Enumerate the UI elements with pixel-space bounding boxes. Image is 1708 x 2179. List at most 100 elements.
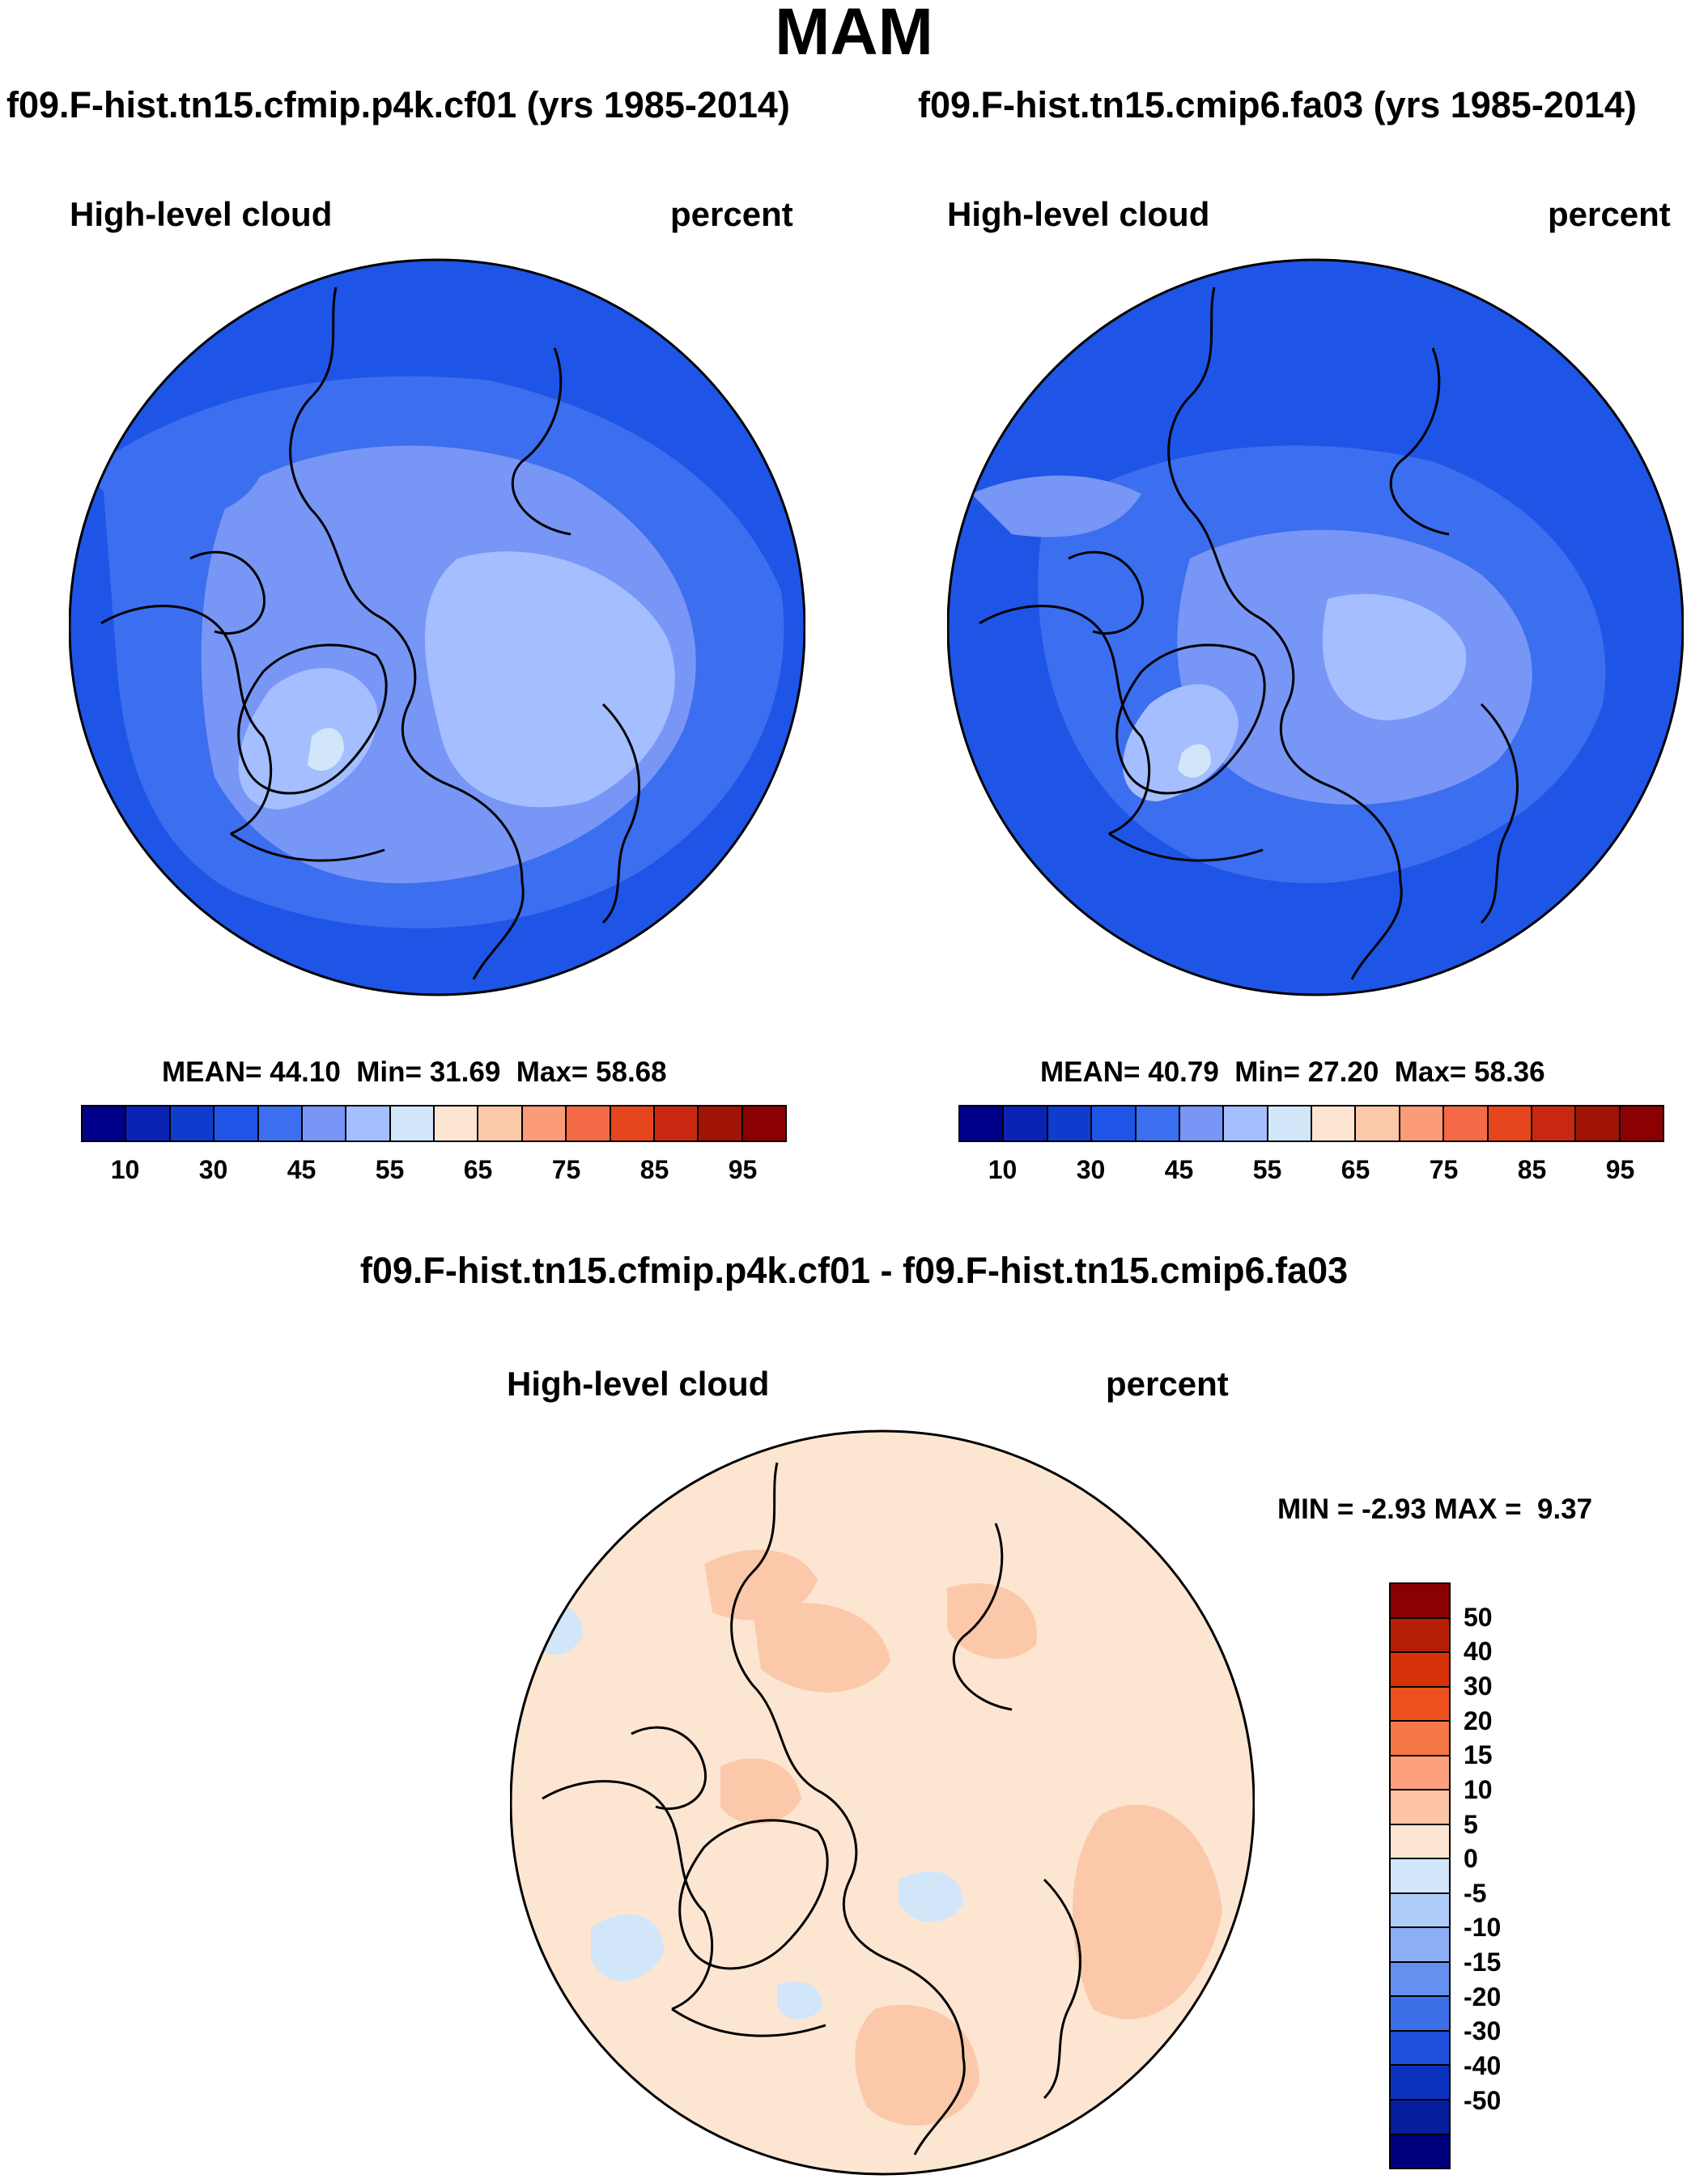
colorbar-swatch (170, 1106, 215, 1140)
colorbar-swatch (1391, 1618, 1449, 1654)
panel-title-right: f09.F-hist.tn15.cmip6.fa03 (yrs 1985-201… (918, 84, 1637, 125)
colorbar-tick-label: -5 (1464, 1878, 1487, 1908)
colorbar-ticks-right: 10 30 45 55 65 75 85 95 (958, 1156, 1664, 1188)
colorbar-swatch (1391, 1893, 1449, 1929)
map-fill-positive (720, 1758, 801, 1824)
diff-title: f09.F-hist.tn15.cfmip.p4k.cf01 - f09.F-h… (359, 1250, 1349, 1291)
map-fill-positive (753, 1603, 890, 1693)
colorbar-swatch (126, 1106, 171, 1140)
colorbar-tick-label: -30 (1464, 2016, 1502, 2046)
map-fill-negative (777, 1981, 822, 2020)
colorbar-tick-label: -40 (1464, 2051, 1502, 2081)
polar-map-left (69, 258, 805, 996)
map-fill-greenland-max (308, 728, 344, 771)
colorbar-tick-label: 10 (110, 1155, 140, 1184)
colorbar-swatch (1312, 1106, 1357, 1140)
colorbar-swatch (1576, 1106, 1621, 1140)
colorbar-swatch (1136, 1106, 1180, 1140)
colorbar-swatch (1391, 1962, 1449, 1998)
figure-title: MAM (775, 0, 933, 69)
polar-map-diff (510, 1429, 1255, 2176)
colorbar-right (958, 1105, 1664, 1142)
colorbar-tick-label: 75 (1429, 1155, 1459, 1184)
colorbar-tick-label: 50 (1464, 1602, 1493, 1632)
colorbar-swatch (1391, 2066, 1449, 2100)
colorbar-tick-label: 65 (463, 1155, 493, 1184)
colorbar-tick-label: 10 (988, 1155, 1018, 1184)
colorbar-diff (1389, 1582, 1451, 2169)
map-fill-positive (855, 2004, 979, 2126)
colorbar-tick-label: 40 (1464, 1637, 1493, 1667)
colorbar-tick-label: -50 (1464, 2085, 1502, 2115)
colorbar-tick-label: 30 (1464, 1671, 1493, 1701)
colorbar-tick-label: 45 (1164, 1155, 1194, 1184)
colorbar-swatch (1444, 1106, 1489, 1140)
colorbar-swatch (302, 1106, 347, 1140)
colorbar-swatch (1391, 1928, 1449, 1963)
colorbar-swatch (1391, 1859, 1449, 1894)
colorbar-tick-label: -20 (1464, 1981, 1502, 2011)
map-fill-positive (704, 1549, 818, 1620)
colorbar-tick-label: 65 (1340, 1155, 1370, 1184)
coastlines (100, 287, 640, 980)
units-label-diff: percent (1106, 1365, 1229, 1403)
colorbar-swatch (1391, 1687, 1449, 1722)
variable-label-left: High-level cloud (70, 195, 333, 233)
colorbar-swatch (1391, 1997, 1449, 2032)
map-border (510, 1429, 1255, 2176)
colorbar-tick-label: 20 (1464, 1705, 1493, 1735)
colorbar-swatch (215, 1106, 259, 1140)
variable-label-right: High-level cloud (947, 195, 1210, 233)
colorbar-swatch (1620, 1106, 1663, 1140)
colorbar-tick-label: 5 (1464, 1809, 1478, 1839)
colorbar-swatch (654, 1106, 699, 1140)
map-fill-band-55 (425, 551, 675, 808)
colorbar-tick-label: 30 (1076, 1155, 1106, 1184)
map-fill-positive (1073, 1804, 1222, 2020)
colorbar-swatch (478, 1106, 523, 1140)
colorbar-swatch (258, 1106, 303, 1140)
colorbar-swatch (1391, 2134, 1449, 2168)
colorbar-swatch (1391, 1824, 1449, 1860)
colorbar-swatch (1224, 1106, 1268, 1140)
map-fill-greenland (1123, 684, 1239, 801)
colorbar-swatch (1391, 1584, 1449, 1619)
colorbar-swatch (346, 1106, 391, 1140)
colorbar-swatch (1004, 1106, 1048, 1140)
colorbar-swatch (1391, 2100, 1449, 2135)
colorbar-swatch (610, 1106, 655, 1140)
map-fill-siberia-band (85, 461, 263, 520)
map-fill-greenland (238, 668, 378, 809)
coastlines (979, 287, 1519, 980)
coastlines (542, 1462, 1081, 2156)
colorbar-swatch (567, 1106, 611, 1140)
colorbar-tick-label: 55 (1252, 1155, 1282, 1184)
colorbar-tick-label: 45 (287, 1155, 317, 1184)
colorbar-tick-label: 15 (1464, 1740, 1493, 1770)
colorbar-swatch (1268, 1106, 1312, 1140)
colorbar-swatch (1092, 1106, 1137, 1140)
colorbar-tick-label: 85 (639, 1155, 669, 1184)
colorbar-swatch (1391, 1756, 1449, 1791)
colorbar-swatch (1391, 1722, 1449, 1756)
colorbar-swatch (435, 1106, 479, 1140)
map-fill-greenland-max (1178, 744, 1211, 778)
map-fill-negative (591, 1914, 664, 1981)
map-fill-band-55 (1322, 593, 1467, 720)
colorbar-tick-label: 0 (1464, 1844, 1478, 1874)
map-fill-positive (947, 1582, 1038, 1659)
colorbar-ticks-left: 10 30 45 55 65 75 85 95 (81, 1156, 787, 1188)
panel-title-left: f09.F-hist.tn15.cfmip.p4k.cf01 (yrs 1985… (6, 84, 790, 125)
map-border (69, 258, 805, 996)
map-fill-siberia-band (971, 475, 1141, 537)
colorbar-tick-label: 75 (551, 1155, 581, 1184)
colorbar-swatch (742, 1106, 785, 1140)
colorbar-tick-label: 95 (728, 1155, 758, 1184)
colorbar-tick-label: 30 (198, 1155, 228, 1184)
colorbar-swatch (1391, 1653, 1449, 1688)
colorbar-tick-label: -10 (1464, 1913, 1502, 1943)
colorbar-swatch (1179, 1106, 1225, 1140)
colorbar-swatch (699, 1106, 743, 1140)
colorbar-swatch (83, 1106, 127, 1140)
colorbar-tick-label: 10 (1464, 1774, 1493, 1804)
